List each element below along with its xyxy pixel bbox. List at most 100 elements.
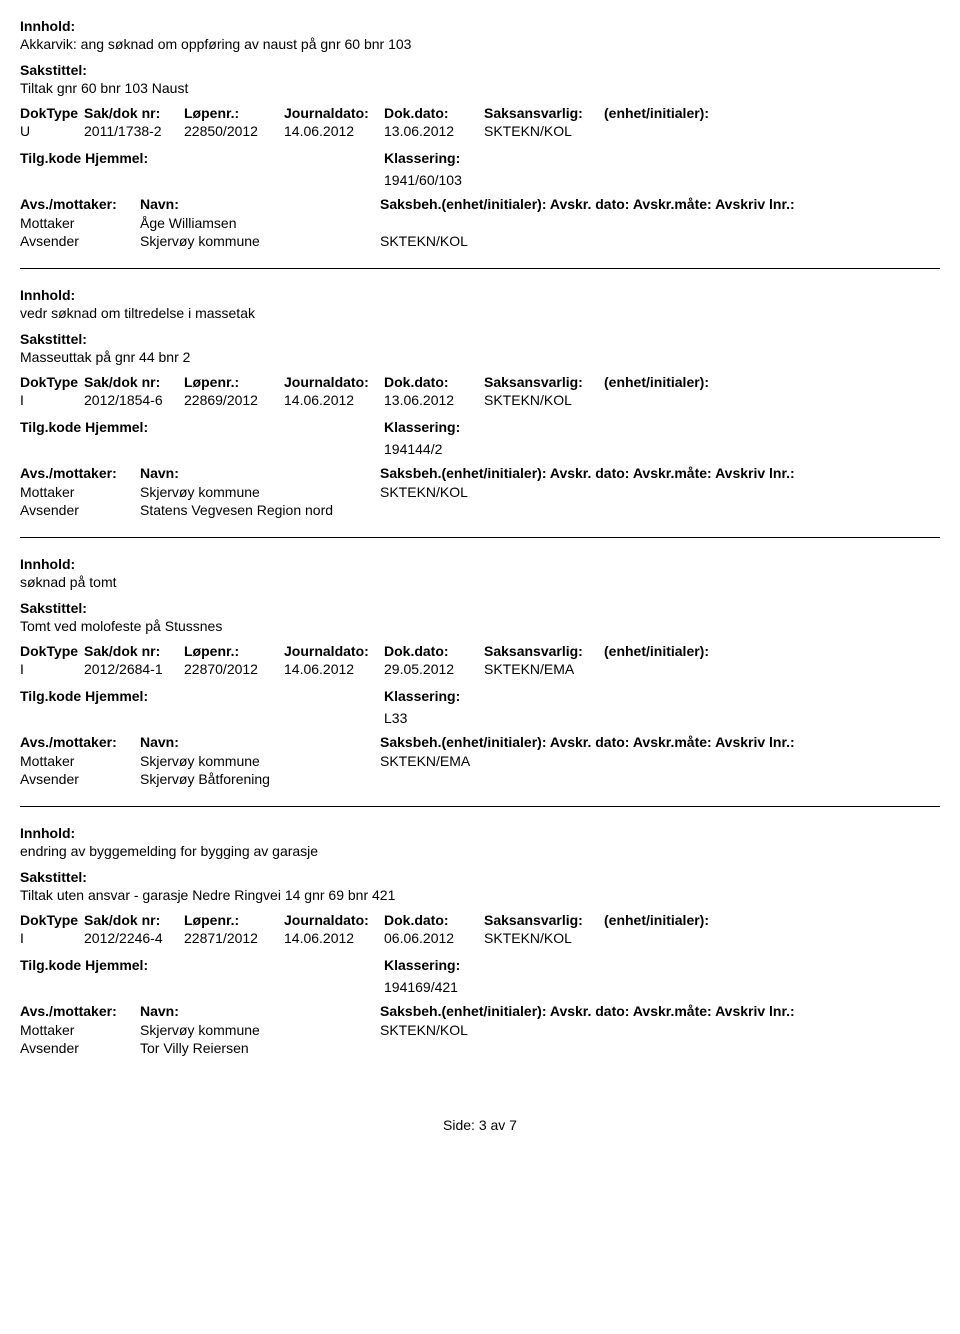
navn-label: Navn: [140, 196, 380, 212]
avsender-role: Avsender [20, 1040, 140, 1056]
columns-data: I2012/2684-122870/201214.06.201229.05.20… [20, 660, 940, 678]
col-dokType-header: DokType [20, 105, 84, 121]
columns-header: DokTypeSak/dok nr:Løpenr.:Journaldato:Do… [20, 911, 940, 929]
hjemmel-label: Tilg.kode Hjemmel: [20, 688, 184, 704]
mottaker-saksbeh: SKTEKN/EMA [380, 753, 940, 769]
col-saksansvarlig-value: SKTEKN/KOL [484, 123, 604, 139]
col-saksansvarlig-header: Saksansvarlig: [484, 912, 604, 928]
saksbeh-header-label: Saksbeh.(enhet/initialer): Avskr. dato: … [380, 1003, 940, 1019]
avsender-saksbeh [380, 771, 940, 787]
mottaker-row: MottakerSkjervøy kommuneSKTEKN/EMA [20, 752, 940, 770]
col-lopenr-header: Løpenr.: [184, 912, 284, 928]
hjemmel-klassering-row: Tilg.kode Hjemmel: Klassering: [20, 140, 940, 172]
col-dokDato-header: Dok.dato: [384, 374, 484, 390]
journal-record: Innhold:søknad på tomtSakstittel:Tomt ve… [20, 556, 940, 788]
col-dokDato-header: Dok.dato: [384, 643, 484, 659]
col-dokType-value: I [20, 930, 84, 946]
klassering-value-row: 194144/2 [20, 441, 940, 463]
navn-label: Navn: [140, 734, 380, 750]
col-lopenr-header: Løpenr.: [184, 105, 284, 121]
col-dokType-header: DokType [20, 912, 84, 928]
innhold-text: endring av byggemelding for bygging av g… [20, 843, 940, 859]
klassering-value: 194144/2 [384, 441, 604, 457]
klassering-label: Klassering: [384, 419, 604, 435]
col-journaldato-header: Journaldato: [284, 374, 384, 390]
mottaker-row: MottakerÅge Williamsen [20, 214, 940, 232]
col-saksansvarlig-value: SKTEKN/KOL [484, 930, 604, 946]
col-sakDokNr-header: Sak/dok nr: [84, 374, 184, 390]
col-sakDokNr-value: 2012/2684-1 [84, 661, 184, 677]
mottaker-row: MottakerSkjervøy kommuneSKTEKN/KOL [20, 1021, 940, 1039]
col-dokType-header: DokType [20, 374, 84, 390]
col-saksansvarlig-header: Saksansvarlig: [484, 105, 604, 121]
klassering-label: Klassering: [384, 150, 604, 166]
record-separator [20, 806, 940, 807]
avsender-navn: Skjervøy Båtforening [140, 771, 380, 787]
party-header: Avs./mottaker:Navn:Saksbeh.(enhet/initia… [20, 1001, 940, 1021]
klassering-value-row: 194169/421 [20, 979, 940, 1001]
avsender-navn: Statens Vegvesen Region nord [140, 502, 380, 518]
klassering-label: Klassering: [384, 688, 604, 704]
sakstittel-text: Tiltak uten ansvar - garasje Nedre Ringv… [20, 887, 940, 903]
klassering-label: Klassering: [384, 957, 604, 973]
party-header: Avs./mottaker:Navn:Saksbeh.(enhet/initia… [20, 194, 940, 214]
mottaker-role: Mottaker [20, 484, 140, 500]
col-sakDokNr-value: 2011/1738-2 [84, 123, 184, 139]
col-lopenr-header: Løpenr.: [184, 643, 284, 659]
col-enhetInitialer-header: (enhet/initialer): [604, 374, 940, 390]
avsender-row: AvsenderStatens Vegvesen Region nord [20, 501, 940, 519]
col-saksansvarlig-value: SKTEKN/EMA [484, 661, 604, 677]
sakstittel-text: Masseuttak på gnr 44 bnr 2 [20, 349, 940, 365]
klassering-value-row: L33 [20, 710, 940, 732]
party-header: Avs./mottaker:Navn:Saksbeh.(enhet/initia… [20, 732, 940, 752]
sakstittel-text: Tomt ved molofeste på Stussnes [20, 618, 940, 634]
avsender-saksbeh: SKTEKN/KOL [380, 233, 940, 249]
journal-record: Innhold:Akkarvik: ang søknad om oppførin… [20, 18, 940, 250]
mottaker-role: Mottaker [20, 753, 140, 769]
sakstittel-text: Tiltak gnr 60 bnr 103 Naust [20, 80, 940, 96]
col-journaldato-value: 14.06.2012 [284, 392, 384, 408]
col-dokDato-header: Dok.dato: [384, 105, 484, 121]
avsender-role: Avsender [20, 771, 140, 787]
hjemmel-label: Tilg.kode Hjemmel: [20, 150, 184, 166]
col-lopenr-value: 22850/2012 [184, 123, 284, 139]
avsender-role: Avsender [20, 233, 140, 249]
hjemmel-klassering-row: Tilg.kode Hjemmel: Klassering: [20, 678, 940, 710]
col-dokType-value: U [20, 123, 84, 139]
party-header: Avs./mottaker:Navn:Saksbeh.(enhet/initia… [20, 463, 940, 483]
journal-record: Innhold:vedr søknad om tiltredelse i mas… [20, 287, 940, 519]
innhold-label: Innhold: [20, 18, 940, 34]
mottaker-row: MottakerSkjervøy kommuneSKTEKN/KOL [20, 483, 940, 501]
col-journaldato-header: Journaldato: [284, 105, 384, 121]
innhold-label: Innhold: [20, 556, 940, 572]
columns-data: U2011/1738-222850/201214.06.201213.06.20… [20, 122, 940, 140]
avsender-navn: Tor Villy Reiersen [140, 1040, 380, 1056]
col-sakDokNr-value: 2012/2246-4 [84, 930, 184, 946]
mottaker-role: Mottaker [20, 215, 140, 231]
klassering-value: L33 [384, 710, 604, 726]
col-dokType-value: I [20, 392, 84, 408]
records-container: Innhold:Akkarvik: ang søknad om oppførin… [20, 18, 940, 1057]
col-saksansvarlig-header: Saksansvarlig: [484, 643, 604, 659]
col-dokType-value: I [20, 661, 84, 677]
col-dokDato-value: 13.06.2012 [384, 392, 484, 408]
col-enhetInitialer-header: (enhet/initialer): [604, 912, 940, 928]
mottaker-navn: Skjervøy kommune [140, 753, 380, 769]
col-sakDokNr-header: Sak/dok nr: [84, 643, 184, 659]
columns-header: DokTypeSak/dok nr:Løpenr.:Journaldato:Do… [20, 104, 940, 122]
col-lopenr-value: 22870/2012 [184, 661, 284, 677]
avs-mottaker-label: Avs./mottaker: [20, 196, 140, 212]
avsender-saksbeh [380, 502, 940, 518]
avsender-row: AvsenderSkjervøy Båtforening [20, 770, 940, 788]
col-journaldato-value: 14.06.2012 [284, 661, 384, 677]
columns-header: DokTypeSak/dok nr:Løpenr.:Journaldato:Do… [20, 373, 940, 391]
hjemmel-klassering-row: Tilg.kode Hjemmel:Klassering: [20, 409, 940, 441]
col-lopenr-value: 22869/2012 [184, 392, 284, 408]
col-enhetInitialer-header: (enhet/initialer): [604, 643, 940, 659]
col-lopenr-value: 22871/2012 [184, 930, 284, 946]
mottaker-saksbeh [380, 215, 940, 231]
col-enhetInitialer-header: (enhet/initialer): [604, 105, 940, 121]
mottaker-role: Mottaker [20, 1022, 140, 1038]
avs-mottaker-label: Avs./mottaker: [20, 734, 140, 750]
saksbeh-header-label: Saksbeh.(enhet/initialer): Avskr. dato: … [380, 465, 940, 481]
